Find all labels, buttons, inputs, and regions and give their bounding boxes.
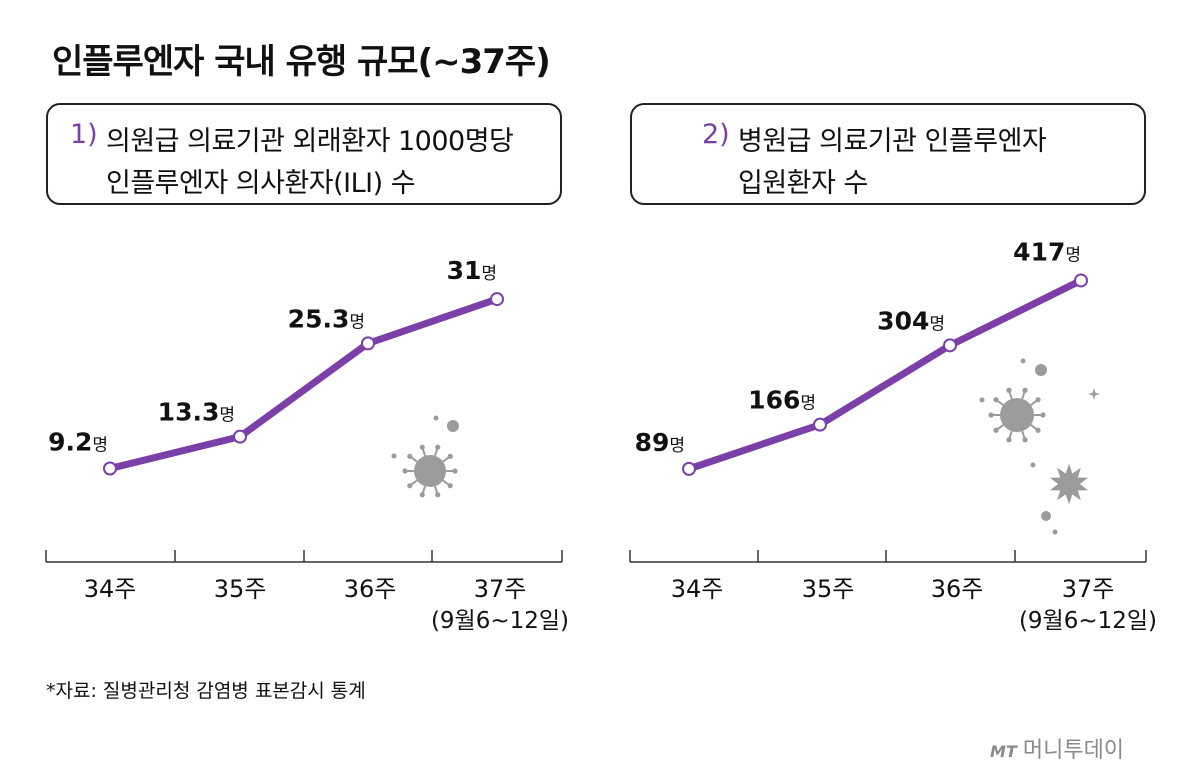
virus-spike-tip — [419, 492, 425, 498]
data-label-unit: 명 — [92, 436, 108, 456]
x-tick-sublabel: (9월6~12일) — [431, 608, 569, 634]
data-label-value: 166 — [748, 386, 800, 415]
chart-title: 인플루엔자 국내 유행 규모(~37주) — [52, 42, 551, 82]
data-label-value: 9.2 — [48, 428, 92, 457]
data-point — [1074, 273, 1088, 288]
data-label: 13.3명 — [158, 398, 235, 427]
logo-mark: MT — [990, 742, 1017, 761]
data-label-value: 417 — [1013, 237, 1065, 266]
x-tick-label: 37주 — [1062, 575, 1115, 603]
data-point — [490, 292, 504, 307]
data-label-value: 31 — [447, 256, 482, 285]
virus-spike-tip — [435, 444, 441, 450]
x-tick-sublabel: (9월6~12일) — [1019, 608, 1157, 634]
x-tick-label: 34주 — [84, 575, 137, 603]
data-label-unit: 명 — [669, 436, 685, 456]
sparkle-icon — [1088, 388, 1100, 400]
x-tick-label: 37주 — [474, 575, 527, 603]
virus-spike-tip — [1035, 427, 1041, 433]
data-point — [103, 461, 117, 476]
data-label-value: 304 — [877, 306, 929, 335]
virus-spike-tip — [1035, 397, 1041, 403]
virus-spike-tip — [407, 453, 413, 459]
virus-star-icon — [1050, 464, 1088, 504]
panel-1-line-2: 인플루엔자 의사환자(ILI) 수 — [106, 168, 416, 199]
panel-1-number: 1) — [70, 119, 98, 150]
data-label: 31명 — [447, 256, 497, 285]
virus-spike-tip — [435, 492, 441, 498]
panel-2-number: 2) — [702, 119, 730, 150]
virus-spike-tip — [447, 483, 453, 489]
particle-dot — [391, 453, 397, 459]
particle-dot — [1035, 364, 1047, 376]
data-label-value: 89 — [635, 428, 670, 457]
virus-body — [1000, 398, 1034, 432]
data-label-unit: 명 — [349, 312, 365, 332]
publisher-logo: MT 머니투데이 — [990, 732, 1124, 764]
virus-spike-tip — [419, 444, 425, 450]
virus-spike-tip — [1022, 437, 1028, 443]
virus-spike-tip — [993, 397, 999, 403]
data-label-unit: 명 — [219, 406, 235, 426]
particle-dot — [1052, 529, 1058, 535]
virus-spike-tip — [1006, 387, 1012, 393]
virus-body — [414, 455, 446, 487]
x-tick-label: 35주 — [802, 575, 855, 603]
virus-spike-tip — [1040, 412, 1046, 418]
x-tick-label: 36주 — [344, 575, 397, 603]
data-label: 89명 — [635, 428, 685, 457]
panel-2-caption: 2) 병원급 의료기관 인플루엔자 입원환자 수 — [630, 103, 1146, 205]
data-label-unit: 명 — [1065, 245, 1081, 265]
virus-spike-tip — [402, 468, 408, 474]
data-label-value: 25.3 — [288, 304, 350, 333]
logo-name: 머니투데이 — [1022, 738, 1125, 763]
virus-icon — [402, 444, 458, 498]
series-line — [685, 276, 1085, 473]
virus-spike-tip — [988, 412, 994, 418]
panel-1-caption: 1) 의원급 의료기관 외래환자 1000명당 인플루엔자 의사환자(ILI) … — [46, 103, 562, 205]
data-label: 9.2명 — [48, 428, 108, 457]
virus-spike-tip — [1006, 437, 1012, 443]
data-point — [233, 429, 247, 444]
data-label: 166명 — [748, 386, 816, 415]
particle-dot — [1041, 511, 1051, 521]
particle-dot — [447, 420, 459, 432]
data-label-unit: 명 — [481, 264, 497, 284]
x-tick-label: 36주 — [931, 575, 984, 603]
panel-2-line-1: 병원급 의료기관 인플루엔자 — [738, 126, 1047, 157]
virus-spike-tip — [452, 468, 458, 474]
data-point — [943, 338, 957, 353]
particle-dot — [979, 397, 985, 403]
virus-spike-tip — [1022, 387, 1028, 393]
virus-spike-tip — [407, 483, 413, 489]
x-tick-label: 34주 — [671, 575, 724, 603]
virus-spike-tip — [993, 427, 999, 433]
data-point — [813, 417, 827, 432]
data-label: 25.3명 — [288, 304, 365, 333]
data-label-unit: 명 — [800, 394, 816, 414]
series-line — [106, 295, 501, 473]
data-label-unit: 명 — [929, 314, 945, 334]
panel-2-line-2: 입원환자 수 — [738, 168, 868, 199]
particle-dot — [433, 415, 439, 421]
virus-icon — [988, 387, 1046, 443]
data-point — [682, 461, 696, 476]
source-note: *자료: 질병관리청 감염병 표본감시 통계 — [46, 680, 366, 702]
x-tick-label: 35주 — [214, 575, 267, 603]
data-label: 417명 — [1013, 237, 1081, 266]
data-label: 304명 — [877, 306, 945, 335]
particle-dot — [1030, 462, 1036, 468]
data-point — [361, 336, 375, 351]
data-label-value: 13.3 — [158, 398, 220, 427]
virus-spike-tip — [447, 453, 453, 459]
panel-1-line-1: 의원급 의료기관 외래환자 1000명당 — [106, 126, 514, 157]
particle-dot — [1020, 358, 1026, 364]
